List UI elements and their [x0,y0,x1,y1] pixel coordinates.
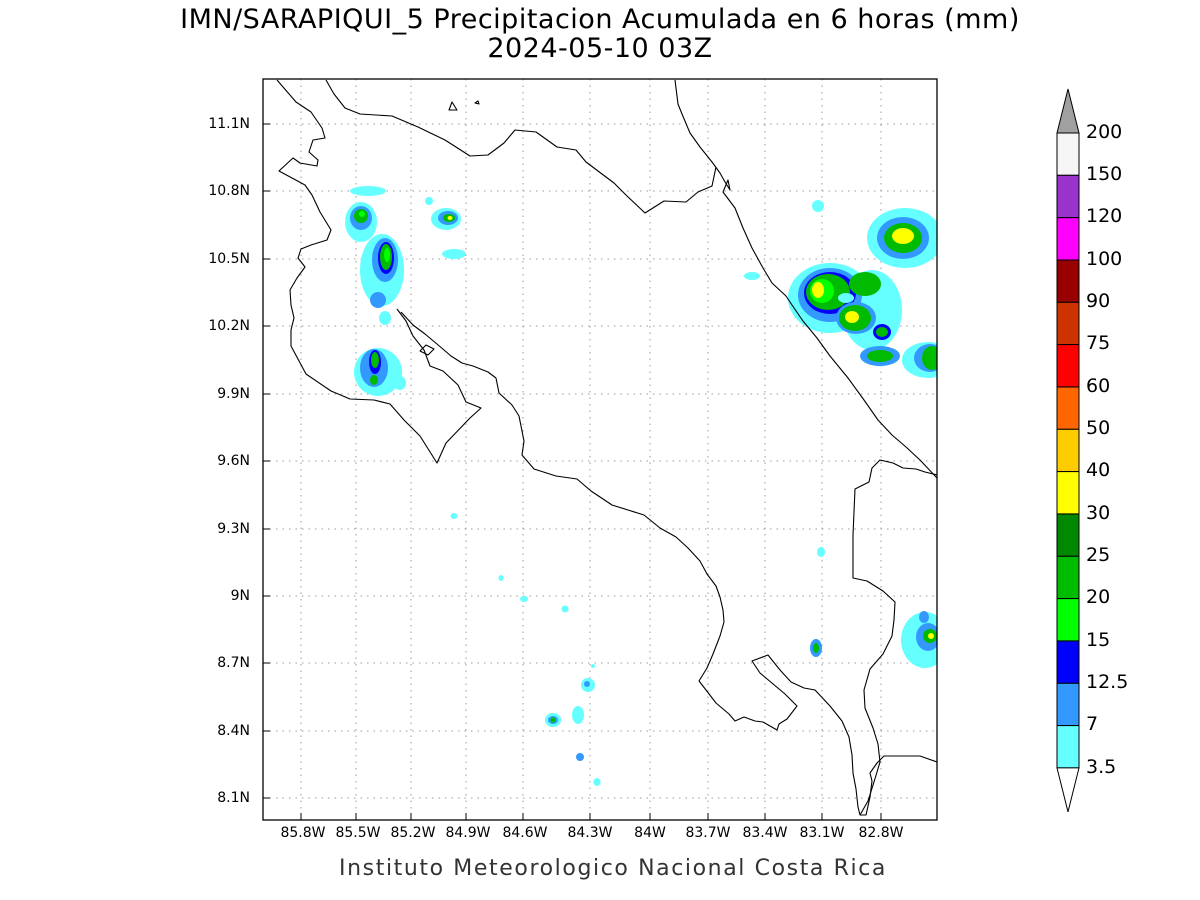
precip-cell-guanacaste-east [425,197,466,259]
colorbar-swatch [1056,598,1080,642]
colorbar-label: 50 [1086,417,1111,439]
nicaragua-lake-shore [276,79,482,464]
pacific-coast-south [495,377,937,816]
colorbar-label: 30 [1086,502,1111,524]
colorbar-label: 100 [1086,248,1123,270]
colorbar-swatch [1056,259,1080,303]
lat-tick-label: 10.8N [208,183,250,199]
north-shore-lake [325,79,717,214]
lon-tick-label: 83.1W [799,825,845,841]
lon-tick-label: 83.7W [685,825,731,841]
lat-tick-label: 9.6N [217,453,250,469]
colorbar-swatch [1056,682,1080,727]
colorbar-swatch [1056,640,1080,684]
colorbar-legend [1056,88,1080,813]
lon-tick-label: 85.5W [335,825,381,841]
lat-tick-label: 9.3N [217,521,250,537]
colorbar-label: 7 [1086,713,1099,735]
lat-tick-label: 9.9N [217,386,250,402]
colorbar-under-arrow [1056,767,1080,813]
colorbar-label: 3.5 [1086,756,1117,778]
footer-credit: Instituto Meteorologico Nacional Costa R… [339,856,887,881]
coastline-and-borders [276,79,937,816]
colorbar-swatch [1056,301,1080,346]
colorbar-swatch [1056,174,1080,219]
lon-tick-label: 84.9W [445,825,491,841]
colorbar-swatch [1056,344,1080,388]
colorbar-label: 75 [1086,332,1111,354]
map-title: IMN/SARAPIQUI_5 Precipitacion Acumulada … [180,4,1020,35]
colorbar-swatch [1056,217,1080,261]
colorbar-label: 15 [1086,629,1111,651]
lat-tick-label: 10.2N [208,318,250,334]
colorbar-label: 150 [1086,163,1123,185]
lat-tick-label: 11.1N [208,116,250,132]
colorbar-label: 20 [1086,586,1111,608]
colorbar-swatch [1056,513,1080,557]
colorbar-swatch [1056,555,1080,600]
colorbar-over-arrow [1056,88,1080,134]
precip-cell-caribbean-north [744,200,937,378]
lat-tick-label: 8.1N [217,790,250,806]
gulf-nicoya-inner [400,311,497,379]
lon-tick-label: 84W [634,825,666,841]
colorbar-label: 90 [1086,290,1111,312]
precip-cell-guanacaste-north [345,186,404,325]
lat-tick-label: 8.4N [217,723,250,739]
precip-cell-nicoya-west [354,348,406,396]
plot-frame [262,78,938,821]
caribbean-coast-north [674,79,937,479]
lon-tick-label: 85.8W [280,825,326,841]
chira-island [419,344,435,356]
lon-tick-label: 83.4W [742,825,788,841]
precipitation-shading [345,186,937,786]
lon-tick-label: 84.6W [502,825,548,841]
panama-border [852,459,937,816]
precip-cell-panama-border [810,547,937,668]
precip-cell-pacific-scattered [450,513,601,786]
colorbar-swatch [1056,725,1080,769]
tiny-island [474,100,480,105]
lat-tick-label: 9N [230,588,250,604]
colorbar-label: 25 [1086,544,1111,566]
small-island [448,101,458,111]
colorbar-swatch [1056,428,1080,473]
axis-ticks [263,123,882,820]
lon-tick-label: 85.2W [390,825,436,841]
lat-tick-label: 8.7N [217,655,250,671]
lon-tick-label: 84.3W [567,825,613,841]
colorbar-label: 120 [1086,205,1123,227]
grid-lines [263,79,937,820]
lat-tick-label: 10.5N [208,251,250,267]
colorbar-swatch [1056,471,1080,515]
colorbar-label: 60 [1086,375,1111,397]
map-subtitle-datetime: 2024-05-10 03Z [487,33,713,64]
colorbar-label: 40 [1086,459,1111,481]
colorbar-swatch [1056,132,1080,176]
colorbar-label: 200 [1086,121,1123,143]
lon-tick-label: 82.8W [858,825,904,841]
colorbar-label: 12.5 [1086,671,1129,693]
colorbar-swatch [1056,386,1080,430]
